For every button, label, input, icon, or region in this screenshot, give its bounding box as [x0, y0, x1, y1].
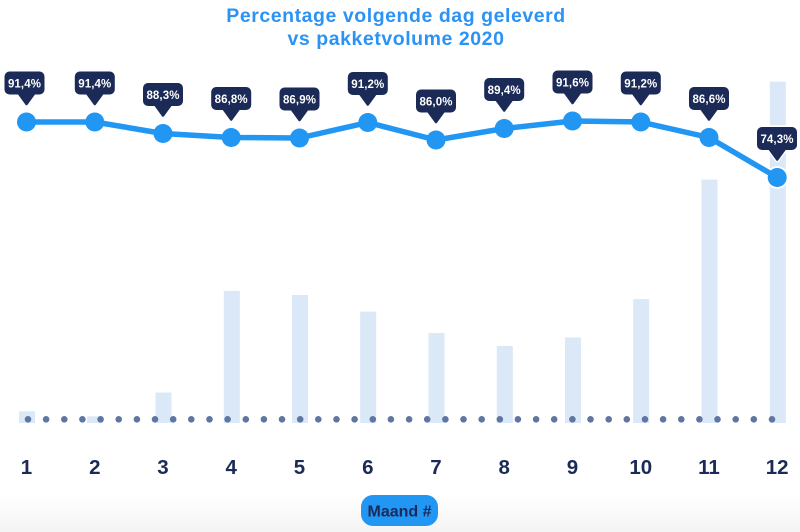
- svg-text:vs pakketvolume 2020: vs pakketvolume 2020: [288, 28, 505, 50]
- svg-text:91,4%: 91,4%: [8, 79, 41, 91]
- svg-text:1: 1: [21, 456, 32, 479]
- svg-text:91,2%: 91,2%: [351, 79, 384, 91]
- svg-text:4: 4: [225, 456, 237, 479]
- svg-text:86,0%: 86,0%: [419, 97, 452, 109]
- svg-text:74,3%: 74,3%: [760, 134, 793, 146]
- svg-text:Percentage volgende dag geleve: Percentage volgende dag geleverd: [226, 5, 565, 27]
- svg-text:5: 5: [294, 456, 305, 479]
- svg-text:9: 9: [567, 456, 578, 479]
- svg-text:8: 8: [498, 456, 509, 479]
- svg-text:89,4%: 89,4%: [488, 85, 521, 97]
- svg-text:6: 6: [362, 456, 373, 479]
- svg-text:11: 11: [698, 456, 720, 479]
- svg-text:88,3%: 88,3%: [146, 90, 179, 102]
- svg-text:Maand #: Maand #: [367, 504, 431, 521]
- svg-text:86,9%: 86,9%: [283, 95, 316, 107]
- svg-text:2: 2: [89, 456, 100, 479]
- svg-text:91,2%: 91,2%: [624, 79, 657, 91]
- svg-text:3: 3: [157, 456, 168, 479]
- svg-text:91,6%: 91,6%: [556, 78, 589, 90]
- svg-text:91,4%: 91,4%: [78, 79, 111, 91]
- svg-text:86,8%: 86,8%: [215, 94, 248, 106]
- svg-text:7: 7: [430, 456, 441, 479]
- svg-text:86,6%: 86,6%: [692, 94, 725, 106]
- svg-text:12: 12: [766, 456, 789, 479]
- svg-text:10: 10: [629, 456, 652, 479]
